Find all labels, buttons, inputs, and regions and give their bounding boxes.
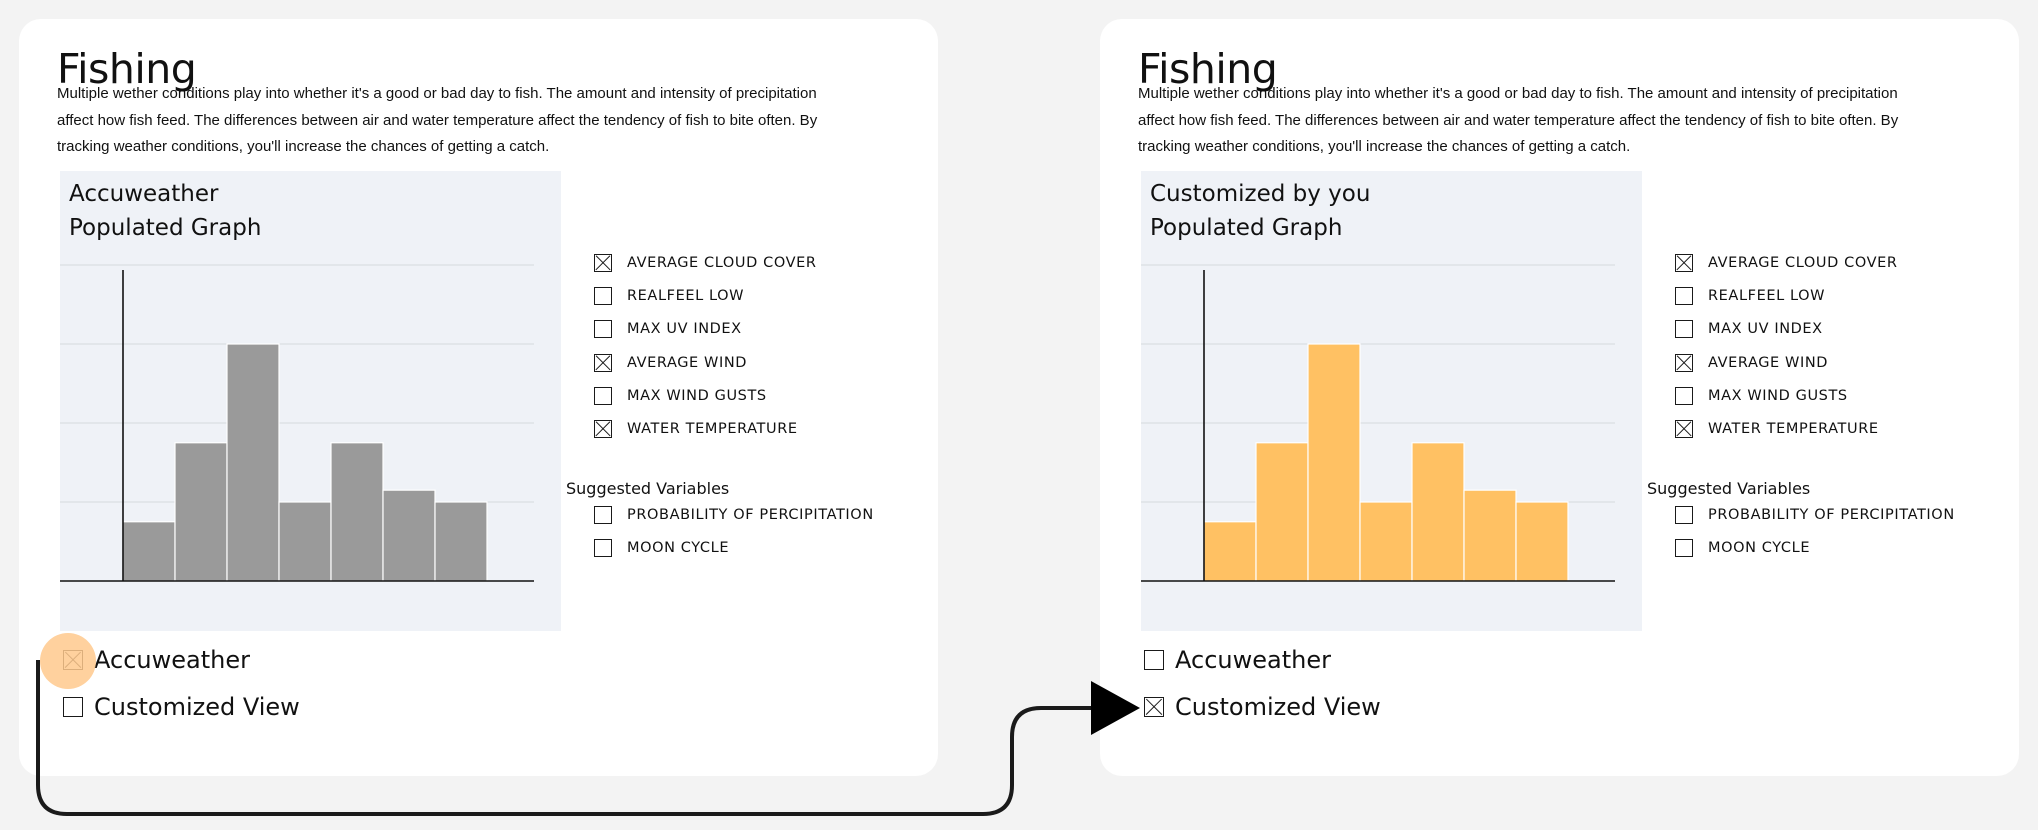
graph-heading-line2: Populated Graph — [1150, 215, 1343, 241]
option-max-wind-gusts[interactable]: MAX WIND GUSTS — [1675, 384, 1848, 408]
source-label: Customized View — [1175, 693, 1381, 721]
option-label: WATER TEMPERATURE — [627, 421, 798, 437]
graph-panel: Accuweather Populated Graph — [60, 171, 561, 631]
checkbox[interactable] — [594, 387, 612, 405]
option-realfeel-low[interactable]: REALFEEL LOW — [1675, 284, 1825, 308]
checkbox[interactable] — [594, 354, 612, 372]
option-average-wind[interactable]: AVERAGE WIND — [594, 351, 747, 375]
option-label: REALFEEL LOW — [627, 288, 745, 304]
checkbox[interactable] — [594, 420, 612, 438]
chart-bar-7 — [1515, 501, 1569, 582]
source-option-accuweather[interactable]: Accuweather — [1144, 645, 1331, 675]
graph-heading: Accuweather Populated Graph — [69, 177, 261, 245]
chart-bar-4 — [278, 501, 332, 582]
chart-bar-5 — [1411, 442, 1465, 582]
option-average-wind[interactable]: AVERAGE WIND — [1675, 351, 1828, 375]
source-option-customized-view[interactable]: Customized View — [63, 692, 300, 722]
checkbox[interactable] — [1144, 697, 1164, 717]
source-label: Customized View — [94, 693, 300, 721]
option-probability-of-percipitation[interactable]: PROBABILITY OF PERCIPITATION — [1675, 503, 1955, 527]
chart-bar-1 — [1203, 521, 1257, 582]
checkbox[interactable] — [1675, 387, 1693, 405]
chart-bar-6 — [382, 489, 436, 582]
option-moon-cycle[interactable]: MOON CYCLE — [1675, 536, 1810, 560]
option-label: MAX WIND GUSTS — [627, 388, 767, 404]
checkbox[interactable] — [594, 506, 612, 524]
chart-bar-4 — [1359, 501, 1413, 582]
click-highlight — [40, 633, 96, 689]
option-average-cloud-cover[interactable]: AVERAGE CLOUD COVER — [1675, 251, 1898, 275]
option-realfeel-low[interactable]: REALFEEL LOW — [594, 284, 744, 308]
option-label: MAX UV INDEX — [1708, 321, 1823, 337]
option-moon-cycle[interactable]: MOON CYCLE — [594, 536, 729, 560]
source-option-customized-view[interactable]: Customized View — [1144, 692, 1381, 722]
chart-bar-2 — [174, 442, 228, 582]
chart-bar-7 — [434, 501, 488, 582]
option-average-cloud-cover[interactable]: AVERAGE CLOUD COVER — [594, 251, 817, 275]
option-max-uv-index[interactable]: MAX UV INDEX — [1675, 317, 1823, 341]
option-label: REALFEEL LOW — [1708, 288, 1826, 304]
checkbox[interactable] — [1675, 539, 1693, 557]
checkbox[interactable] — [1675, 320, 1693, 338]
bar-chart — [60, 264, 534, 582]
chart-bar-6 — [1463, 489, 1517, 582]
chart-bar-2 — [1255, 442, 1309, 582]
accuweather-card: Fishing Multiple wether conditions play … — [19, 19, 938, 776]
chart-bar-3 — [226, 343, 280, 582]
bar-chart — [1141, 264, 1615, 582]
option-label: MOON CYCLE — [1708, 540, 1811, 556]
source-label: Accuweather — [1175, 646, 1331, 674]
option-label: AVERAGE CLOUD COVER — [1708, 255, 1898, 271]
option-label: PROBABILITY OF PERCIPITATION — [1708, 507, 1955, 523]
chart-bar-3 — [1307, 343, 1361, 582]
option-label: AVERAGE WIND — [627, 355, 748, 371]
card-title: Fishing — [1138, 45, 1278, 93]
option-label: AVERAGE WIND — [1708, 355, 1829, 371]
graph-heading-line1: Customized by you — [1150, 181, 1371, 207]
option-label: WATER TEMPERATURE — [1708, 421, 1879, 437]
graph-heading-line1: Accuweather — [69, 181, 219, 207]
checkbox[interactable] — [1675, 287, 1693, 305]
option-label: AVERAGE CLOUD COVER — [627, 255, 817, 271]
checkbox[interactable] — [1675, 354, 1693, 372]
option-max-wind-gusts[interactable]: MAX WIND GUSTS — [594, 384, 767, 408]
checkbox[interactable] — [1675, 506, 1693, 524]
checkbox[interactable] — [63, 697, 83, 717]
suggested-variables-heading: Suggested Variables — [1647, 479, 1811, 498]
customized-card: Fishing Multiple wether conditions play … — [1100, 19, 2019, 776]
option-label: MAX UV INDEX — [627, 321, 742, 337]
checkbox[interactable] — [594, 254, 612, 272]
checkbox[interactable] — [594, 539, 612, 557]
checkbox[interactable] — [594, 287, 612, 305]
graph-heading: Customized by you Populated Graph — [1150, 177, 1370, 245]
option-water-temperature[interactable]: WATER TEMPERATURE — [1675, 417, 1879, 441]
option-probability-of-percipitation[interactable]: PROBABILITY OF PERCIPITATION — [594, 503, 874, 527]
checkbox[interactable] — [594, 320, 612, 338]
option-label: MOON CYCLE — [627, 540, 730, 556]
checkbox[interactable] — [1675, 254, 1693, 272]
card-description: Multiple wether conditions play into whe… — [1138, 85, 1899, 155]
source-label: Accuweather — [94, 646, 250, 674]
chart-bar-1 — [122, 521, 176, 582]
checkbox[interactable] — [1144, 650, 1164, 670]
option-max-uv-index[interactable]: MAX UV INDEX — [594, 317, 742, 341]
checkbox[interactable] — [1675, 420, 1693, 438]
option-water-temperature[interactable]: WATER TEMPERATURE — [594, 417, 798, 441]
chart-bar-5 — [330, 442, 384, 582]
graph-heading-line2: Populated Graph — [69, 215, 262, 241]
card-description: Multiple wether conditions play into whe… — [57, 85, 818, 155]
graph-panel: Customized by you Populated Graph — [1141, 171, 1642, 631]
card-title: Fishing — [57, 45, 197, 93]
option-label: PROBABILITY OF PERCIPITATION — [627, 507, 874, 523]
option-label: MAX WIND GUSTS — [1708, 388, 1848, 404]
suggested-variables-heading: Suggested Variables — [566, 479, 730, 498]
